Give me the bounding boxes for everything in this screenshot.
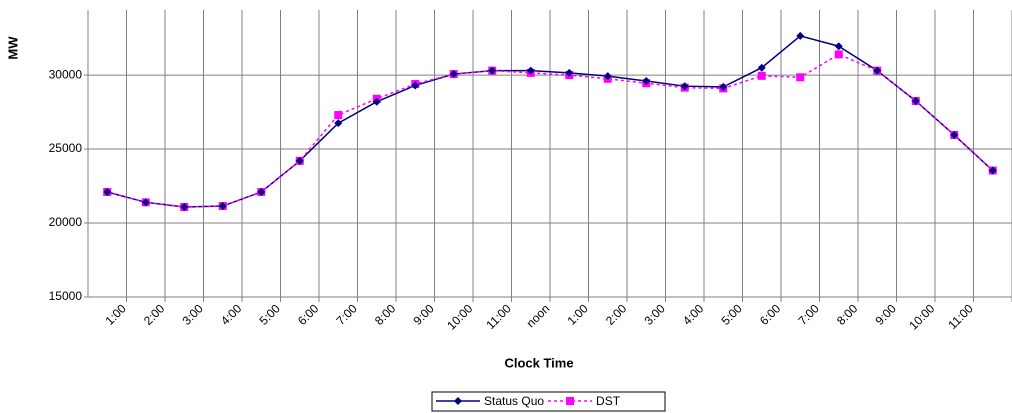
x-axis-title: Clock Time — [504, 355, 573, 370]
point — [449, 70, 458, 79]
x-tick-label: 1:00 — [102, 301, 129, 328]
point — [796, 31, 805, 40]
x-tick-label: 5:00 — [718, 301, 745, 328]
point — [834, 42, 843, 51]
legend-label: DST — [596, 394, 621, 408]
point — [526, 66, 535, 75]
x-tick-label: 4:00 — [218, 301, 245, 328]
y-tick-label: 20000 — [49, 215, 83, 229]
legend-label: Status Quo — [484, 394, 544, 408]
point — [334, 119, 343, 128]
point — [796, 73, 805, 82]
legend-marker — [454, 397, 462, 405]
point — [565, 68, 574, 77]
x-tick-label: 4:00 — [680, 301, 707, 328]
x-tick-label: 11:00 — [483, 301, 514, 332]
point — [911, 96, 920, 105]
point — [372, 97, 381, 106]
point — [719, 82, 728, 91]
x-tick-label: 10:00 — [444, 301, 475, 332]
point — [757, 63, 766, 72]
point — [988, 166, 997, 175]
x-tick-label: 8:00 — [834, 301, 861, 328]
point — [141, 198, 150, 207]
x-tick-label: 10:00 — [906, 301, 937, 332]
x-tick-label: 7:00 — [795, 301, 822, 328]
series-line — [107, 53, 994, 208]
point — [295, 156, 304, 165]
x-tick-label: 3:00 — [641, 301, 668, 328]
x-tick-label: 11:00 — [945, 301, 976, 332]
point — [257, 187, 266, 196]
point — [834, 50, 843, 59]
point — [950, 131, 959, 140]
x-tick-label: 6:00 — [295, 301, 322, 328]
x-tick-label: noon — [524, 301, 553, 330]
x-tick-label: 2:00 — [141, 301, 168, 328]
x-tick-label: 6:00 — [757, 301, 784, 328]
point — [680, 82, 689, 91]
x-tick-label: 8:00 — [372, 301, 399, 328]
y-tick-label: 25000 — [49, 141, 83, 155]
x-tick-label: 7:00 — [333, 301, 360, 328]
point — [218, 202, 227, 211]
y-tick-label: 15000 — [49, 289, 83, 303]
x-tick-label: 9:00 — [410, 301, 437, 328]
point — [334, 111, 343, 120]
y-axis-title: MW — [5, 36, 20, 60]
y-tick-label: 30000 — [49, 67, 83, 81]
x-tick-label: 5:00 — [256, 301, 283, 328]
point — [411, 81, 420, 90]
point — [757, 71, 766, 80]
legend-marker — [566, 397, 575, 405]
point — [642, 77, 651, 86]
x-tick-label: 9:00 — [872, 301, 899, 328]
point — [603, 72, 612, 81]
x-tick-label: 2:00 — [603, 301, 630, 328]
x-tick-label: 3:00 — [179, 301, 206, 328]
point — [488, 66, 497, 75]
point — [103, 187, 112, 196]
point — [180, 203, 189, 212]
x-tick-label: 1:00 — [564, 301, 591, 328]
point — [873, 66, 882, 75]
